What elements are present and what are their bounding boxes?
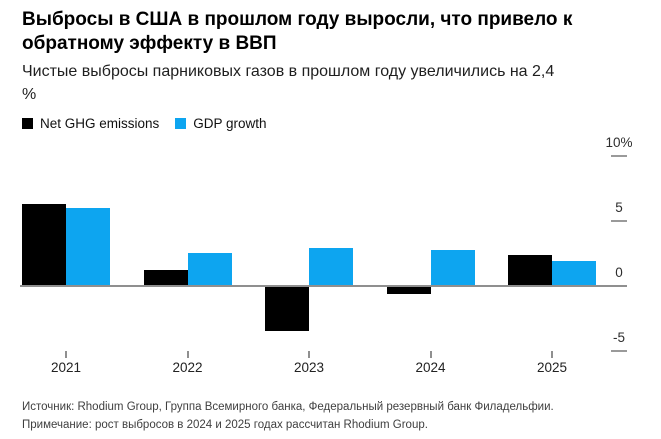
x-axis-tick	[186, 351, 189, 358]
x-axis-label: 2024	[415, 360, 446, 375]
y-axis-label: -5	[612, 330, 625, 345]
methodology-note: Примечание: рост выбросов в 2024 и 2025 …	[22, 418, 428, 431]
x-axis-tick	[429, 351, 432, 358]
bar-2024-net-ghg-emissions	[386, 287, 431, 294]
bar-2022-net-ghg-emissions	[143, 270, 188, 286]
bar-2022-gdp-growth	[187, 253, 232, 286]
legend-swatch-icon	[22, 118, 33, 129]
legend-swatch-icon	[175, 118, 187, 129]
x-axis-label: 2022	[172, 360, 203, 375]
bar-2024-gdp-growth	[430, 250, 475, 286]
x-axis-label: 2025	[536, 360, 568, 375]
chart-title: Выбросы в США в прошлом году выросли, чт…	[22, 9, 573, 54]
bar-2023-gdp-growth	[309, 248, 353, 286]
x-axis-label: 2023	[293, 360, 325, 375]
source-note: Источник: Rhodium Group, Группа Всемирно…	[22, 401, 554, 413]
zero-axis-line	[20, 285, 627, 287]
bar-2021-gdp-growth	[66, 208, 110, 286]
legend-item: GDP growth	[175, 116, 267, 131]
chart-legend: Net GHG emissions GDP growth	[22, 116, 267, 131]
legend-item: Net GHG emissions	[22, 116, 159, 131]
legend-label: Net GHG emissions	[40, 116, 160, 131]
x-axis-label: 2021	[50, 360, 82, 375]
legend-label: GDP growth	[193, 116, 267, 131]
bar-2023-net-ghg-emissions	[265, 287, 309, 331]
bar-2021-net-ghg-emissions	[22, 204, 66, 286]
bar-2025-gdp-growth	[552, 261, 596, 286]
y-axis-label: 10%	[605, 135, 633, 150]
y-axis-label: 5	[615, 200, 623, 215]
chart-footer: Источник: Rhodium Group, Группа Всемирно…	[22, 399, 652, 434]
x-axis-tick	[308, 351, 310, 358]
y-axis-tick	[611, 155, 627, 157]
y-axis-tick	[611, 350, 627, 352]
chart-subtitle: Чистые выбросы парниковых газов в прошло…	[22, 63, 555, 103]
y-axis-label: 0	[615, 265, 623, 280]
bar-2025-net-ghg-emissions	[508, 255, 552, 286]
x-axis-tick	[551, 351, 553, 358]
x-axis-tick	[65, 351, 67, 358]
y-axis-tick	[611, 220, 627, 222]
